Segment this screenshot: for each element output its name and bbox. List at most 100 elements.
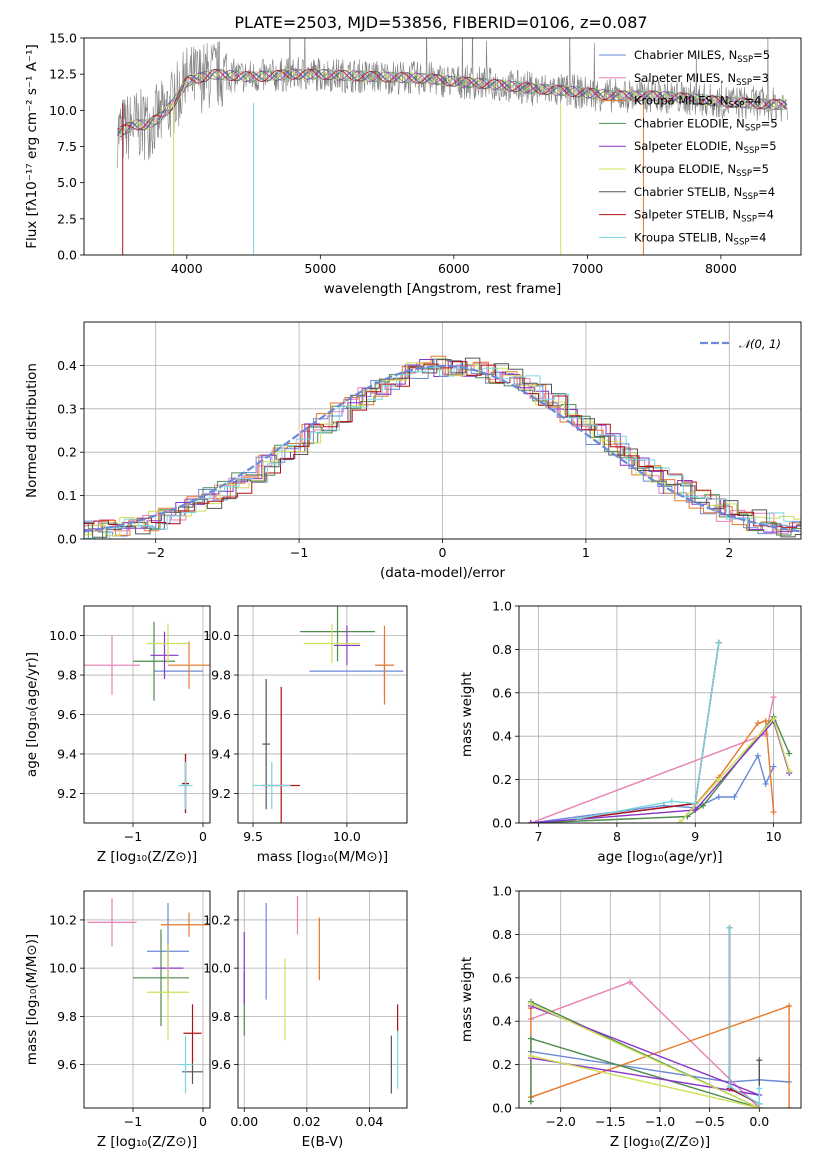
weight-marker: [762, 780, 769, 787]
legend-model-name: Kroupa ELODIE, N: [634, 162, 736, 176]
x-tick-label: 7: [535, 829, 543, 844]
model-fit-kroupa-elodie: [117, 68, 788, 138]
y-tick-label: 0.0: [57, 532, 77, 547]
weight-line-salpeter-stelib: [577, 642, 720, 820]
legend-model-name: Chabrier ELODIE, N: [634, 116, 745, 130]
legend-entry: Salpeter MILES, NSSP=3: [634, 71, 769, 88]
histogram-salpeter-elodie: [84, 359, 801, 533]
legend-subscript: SSP: [741, 215, 757, 225]
weight-marker: [627, 979, 634, 986]
x-tick-label: 6000: [438, 261, 470, 276]
spectrum-plot: [117, 38, 788, 255]
weight-marker: [786, 767, 793, 774]
weight-line-kroupa-elodie: [679, 717, 790, 823]
legend-nssp: =4: [749, 230, 766, 244]
weight-marker: [762, 718, 769, 725]
y-tick-label: 10.0: [49, 103, 77, 118]
x-tick-label: 0.02: [293, 1114, 321, 1129]
y-tick-label: 15.0: [49, 31, 77, 46]
x-tick-label: 0.00: [230, 1114, 258, 1129]
y-tick-label: 10.0: [49, 628, 77, 643]
legend-entry: Chabrier STELIB, NSSP=4: [634, 185, 775, 202]
weight-marker: [754, 752, 761, 759]
y-tick-label: 0.0: [492, 1101, 512, 1116]
x-tick-label: −2: [146, 545, 164, 560]
histogram-kroupa-stelib: [84, 367, 801, 539]
legend-model-name: Salpeter MILES, N: [634, 71, 736, 85]
x-tick-label: −1: [124, 1114, 142, 1129]
y-tick-label: 0.3: [57, 401, 77, 416]
spectrum-frame: [83, 37, 802, 256]
weight-marker: [692, 806, 699, 813]
legend-entry: Chabrier MILES, NSSP=5: [634, 48, 770, 65]
residuals-plot: [84, 355, 801, 539]
x-axis-label: Z [log₁₀(Z/Z⊙)]: [610, 1134, 710, 1150]
age_vs_mass-plot: [253, 606, 404, 823]
x-tick-label: 8: [613, 829, 621, 844]
legend-entry: 𝒩(0, 1): [739, 337, 781, 351]
age_vs_Z-axes: −1 0 9.2 9.4 9.6 9.8 10.0 Z [log₁₀(Z/Z⊙)] age [l…: [24, 606, 210, 865]
x-tick-label: −1.0: [645, 1114, 675, 1129]
weight-line-chabrier-stelib: [577, 642, 720, 820]
y-tick-label: 7.5: [57, 139, 77, 154]
legend-entry: Kroupa STELIB, NSSP=4: [634, 230, 766, 247]
x-tick-label: 0: [199, 1114, 207, 1129]
age_vs_mass-axes: 9.5 10.0 9.2 9.4 9.6 9.8 10.0 mass [log₁₀(M/M⊙)…: [203, 606, 407, 865]
weight-marker: [754, 720, 761, 727]
residuals-legend: 𝒩(0, 1): [700, 337, 781, 351]
y-tick-label: 12.5: [49, 67, 77, 82]
x-axis-label: Z [log₁₀(Z/Z⊙)]: [97, 1134, 197, 1150]
y-tick-label: 9.8: [57, 1009, 77, 1024]
legend-nssp: =5: [752, 162, 769, 176]
histogram-salpeter-miles: [84, 362, 801, 535]
weight-line-kroupa-stelib: [728, 927, 760, 1105]
weight-line-chabrier-stelib: [728, 927, 760, 1105]
legend-nssp: =4: [757, 208, 774, 222]
x-axis-label: E(B-V): [302, 1134, 344, 1150]
weight-marker: [770, 715, 777, 722]
weight-line-chabrier-miles: [530, 1050, 790, 1083]
x-tick-label: 9.5: [243, 829, 263, 844]
y-tick-label: 0.8: [492, 642, 512, 657]
weight-marker: [715, 793, 722, 800]
x-axis-label: (data-model)/error: [380, 565, 506, 581]
x-tick-label: −2.0: [546, 1114, 576, 1129]
legend-entry: Kroupa ELODIE, NSSP=5: [634, 162, 769, 179]
y-tick-label: 10.0: [203, 961, 231, 976]
x-tick-label: 0.0: [749, 1114, 769, 1129]
legend-nssp: =3: [752, 71, 769, 85]
y-tick-label: 9.2: [57, 786, 77, 801]
legend-subscript: SSP: [736, 78, 752, 88]
y-tick-label: 0.0: [57, 248, 77, 263]
weight-marker: [692, 800, 699, 807]
legend-entry: Kroupa MILES, NSSP=4: [634, 94, 761, 111]
y-axis-label: mass weight: [459, 672, 475, 757]
x-axis-label: Z [log₁₀(Z/Z⊙)]: [97, 849, 197, 865]
x-axis-label: age [log₁₀(age/yr)]: [597, 849, 722, 865]
x-tick-label: −0.5: [694, 1114, 724, 1129]
x-tick-label: 8000: [705, 261, 737, 276]
mass_vs_Z-axes: −1 0 9.6 9.8 10.0 10.2 Z [log₁₀(Z/Z⊙)] mass [lo…: [24, 891, 210, 1150]
y-tick-label: 9.6: [57, 707, 77, 722]
y-tick-label: 10.0: [49, 961, 77, 976]
massweight_vs_Z-frame: [518, 890, 802, 1109]
weight-marker: [770, 809, 777, 816]
histogram-kroupa-miles: [84, 355, 801, 536]
x-tick-label: 10.0: [333, 829, 361, 844]
histogram-chabrier-elodie: [84, 358, 801, 539]
x-tick-label: −1: [124, 829, 142, 844]
y-tick-label: 2.5: [57, 211, 77, 226]
legend-model-name: Kroupa MILES, N: [634, 94, 729, 108]
legend-nssp: =5: [760, 139, 777, 153]
age_vs_Z-plot: [84, 621, 210, 814]
legend-nssp: =4: [744, 94, 761, 108]
weight-line-chabrier-elodie: [530, 1001, 760, 1108]
y-tick-label: 0.6: [492, 685, 512, 700]
y-tick-label: 9.2: [211, 786, 231, 801]
legend-entry: Salpeter STELIB, NSSP=4: [634, 208, 774, 225]
y-axis-label: Normed distribution: [24, 363, 40, 498]
y-tick-label: 9.8: [211, 1009, 231, 1024]
legend-entry: Salpeter ELODIE, NSSP=5: [634, 139, 777, 156]
